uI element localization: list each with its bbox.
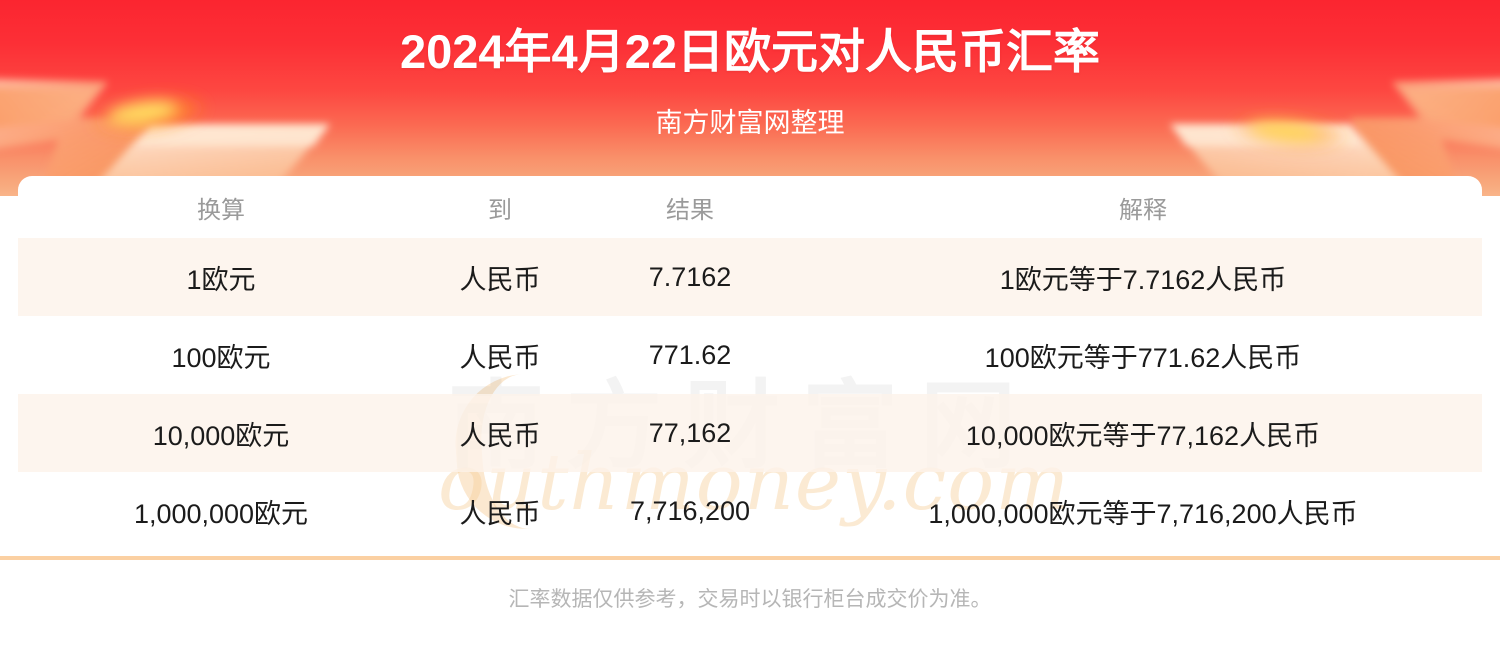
table-header-row: 换算 到 结果 解释 — [18, 176, 1482, 238]
rate-table-card: 南方财富网 outhmoney.com 换算 到 结果 解释 1欧元 人民币 7… — [18, 176, 1482, 556]
cell-convert: 1欧元 — [18, 238, 424, 316]
table-row: 10,000欧元 人民币 77,162 10,000欧元等于77,162人民币 — [18, 394, 1482, 472]
bottom-divider — [0, 556, 1500, 560]
exchange-rate-table: 换算 到 结果 解释 1欧元 人民币 7.7162 1欧元等于7.7162人民币… — [18, 176, 1482, 550]
column-header-explain: 解释 — [1119, 196, 1167, 224]
column-header-result: 结果 — [666, 196, 714, 224]
column-header-convert: 换算 — [197, 196, 245, 224]
cell-to: 人民币 — [459, 498, 541, 529]
table-row: 100欧元 人民币 771.62 100欧元等于771.62人民币 — [18, 316, 1482, 394]
table-row: 1欧元 人民币 7.7162 1欧元等于7.7162人民币 — [18, 238, 1482, 316]
cell-explain: 1,000,000欧元等于7,716,200人民币 — [928, 498, 1358, 529]
cell-to: 人民币 — [459, 342, 541, 373]
table-header: 换算 到 结果 解释 — [18, 176, 1482, 238]
cell-explain: 1欧元等于7.7162人民币 — [804, 238, 1482, 316]
cell-convert: 1,000,000欧元 — [133, 498, 309, 529]
cell-explain: 10,000欧元等于77,162人民币 — [804, 394, 1482, 472]
cell-explain: 100欧元等于771.62人民币 — [984, 342, 1302, 373]
cell-convert: 10,000欧元 — [18, 394, 424, 472]
cell-result: 771.62 — [648, 339, 732, 370]
cell-to: 人民币 — [424, 394, 576, 472]
header-banner: 2024年4月22日欧元对人民币汇率 南方财富网整理 — [0, 0, 1500, 196]
table-body: 1欧元 人民币 7.7162 1欧元等于7.7162人民币 100欧元 人民币 … — [18, 238, 1482, 550]
cell-convert: 100欧元 — [171, 342, 271, 373]
page-title: 2024年4月22日欧元对人民币汇率 — [400, 25, 1100, 78]
cell-to: 人民币 — [424, 238, 576, 316]
cell-result: 7,716,200 — [629, 495, 751, 526]
page-subtitle: 南方财富网整理 — [655, 108, 845, 138]
cell-result: 77,162 — [576, 394, 804, 472]
column-header-to: 到 — [488, 196, 512, 224]
disclaimer-note: 汇率数据仅供参考，交易时以银行柜台成交价为准。 — [508, 588, 992, 611]
cell-result: 7.7162 — [576, 238, 804, 316]
table-row: 1,000,000欧元 人民币 7,716,200 1,000,000欧元等于7… — [18, 472, 1482, 550]
